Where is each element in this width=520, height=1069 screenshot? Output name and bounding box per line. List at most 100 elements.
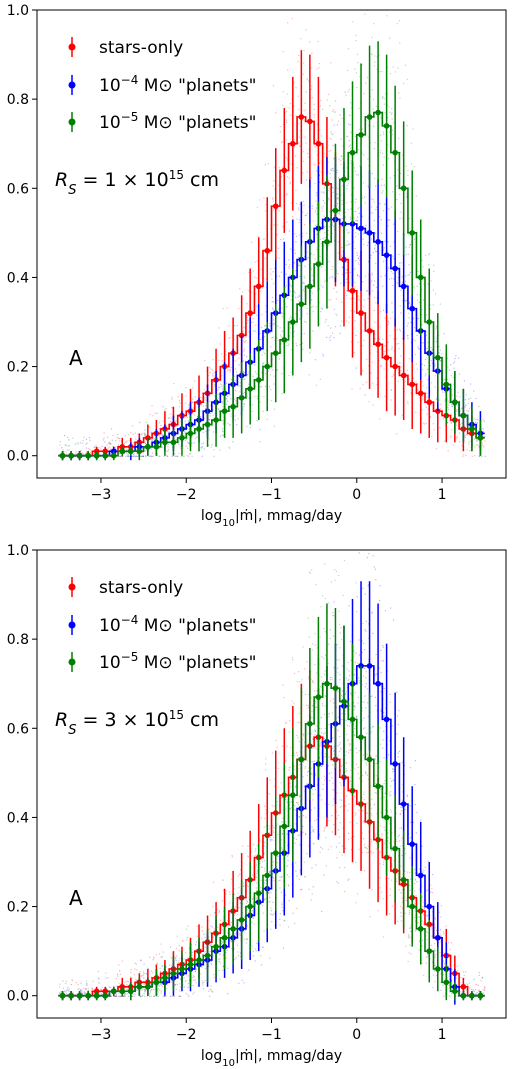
scatter-point	[174, 420, 176, 423]
scatter-point	[187, 982, 190, 985]
scatter-point	[399, 172, 402, 175]
scatter-point	[212, 881, 215, 883]
scatter-point	[85, 451, 87, 453]
scatter-point	[310, 269, 313, 271]
scatter-point	[145, 979, 147, 981]
scatter-point	[291, 754, 293, 757]
scatter-point	[247, 856, 250, 858]
scatter-point	[212, 906, 214, 908]
scatter-point	[214, 412, 216, 414]
scatter-point	[222, 966, 225, 968]
scatter-point	[299, 869, 301, 871]
scatter-point	[58, 454, 61, 456]
scatter-point	[328, 756, 330, 758]
scatter-point	[324, 727, 326, 730]
scatter-point	[289, 318, 291, 320]
scatter-point	[392, 66, 394, 68]
scatter-point	[136, 455, 138, 457]
scatter-point	[311, 207, 313, 210]
scatter-point	[463, 380, 465, 382]
scatter-point	[60, 991, 62, 993]
scatter-point	[255, 277, 257, 279]
scatter-point	[119, 452, 121, 454]
scatter-point	[92, 980, 94, 983]
scatter-point	[480, 420, 483, 422]
scatter-point	[225, 957, 228, 959]
scatter-point	[278, 257, 280, 259]
scatter-point	[393, 350, 395, 352]
scatter-point	[313, 690, 316, 692]
scatter-point	[229, 924, 232, 926]
scatter-point	[481, 455, 483, 457]
scatter-point	[312, 830, 314, 832]
scatter-point	[298, 295, 300, 297]
scatter-point	[347, 244, 349, 246]
scatter-point	[345, 272, 348, 274]
scatter-point	[273, 836, 275, 839]
scatter-point	[340, 700, 342, 702]
scatter-point	[410, 321, 412, 323]
scatter-point	[358, 654, 361, 656]
scatter-point	[365, 230, 367, 233]
scatter-point	[151, 455, 153, 457]
scatter-point	[375, 843, 377, 845]
scatter-point	[228, 891, 231, 893]
scatter-point	[166, 435, 168, 437]
scatter-point	[404, 849, 406, 851]
scatter-point	[95, 444, 97, 447]
scatter-point	[455, 413, 457, 416]
scatter-point	[427, 378, 429, 381]
scatter-point	[263, 930, 265, 932]
scatter-point	[124, 994, 126, 996]
scatter-point	[333, 702, 335, 704]
scatter-point	[375, 302, 377, 304]
scatter-point	[148, 455, 150, 457]
scatter-point	[268, 825, 270, 827]
scatter-point	[391, 348, 393, 350]
scatter-point	[324, 232, 326, 234]
scatter-point	[327, 325, 329, 327]
scatter-point	[329, 277, 331, 279]
scatter-point	[349, 705, 351, 707]
scatter-point	[247, 886, 249, 888]
scatter-point	[227, 992, 229, 995]
data-point	[417, 274, 424, 281]
scatter-point	[389, 317, 391, 319]
scatter-point	[425, 422, 427, 425]
scatter-point	[127, 455, 129, 457]
scatter-point	[356, 610, 358, 613]
scatter-point	[134, 432, 137, 434]
scatter-point	[449, 364, 452, 366]
scatter-point	[349, 144, 352, 146]
scatter-point	[371, 89, 374, 91]
scatter-point	[311, 705, 314, 707]
scatter-point	[323, 732, 326, 734]
scatter-point	[188, 407, 190, 409]
scatter-point	[297, 671, 300, 673]
scatter-point	[374, 333, 376, 335]
scatter-point	[202, 953, 204, 956]
scatter-point	[282, 910, 284, 912]
scatter-point	[421, 342, 423, 344]
scatter-point	[376, 56, 378, 58]
scatter-point	[364, 686, 367, 688]
scatter-point	[163, 995, 165, 997]
scatter-point	[77, 983, 79, 986]
scatter-point	[186, 937, 189, 939]
scatter-point	[271, 307, 274, 309]
scatter-point	[400, 211, 402, 213]
scatter-point	[293, 318, 295, 320]
scatter-point	[330, 62, 332, 64]
scatter-point	[341, 266, 344, 269]
scatter-point	[230, 366, 232, 369]
scatter-point	[320, 728, 323, 730]
scatter-point	[353, 673, 355, 676]
scatter-point	[412, 377, 415, 380]
scatter-point	[313, 114, 316, 116]
scatter-point	[201, 938, 203, 940]
scatter-point	[358, 848, 360, 850]
scatter-point	[219, 920, 222, 922]
scatter-point	[144, 447, 146, 449]
scatter-point	[435, 328, 437, 330]
